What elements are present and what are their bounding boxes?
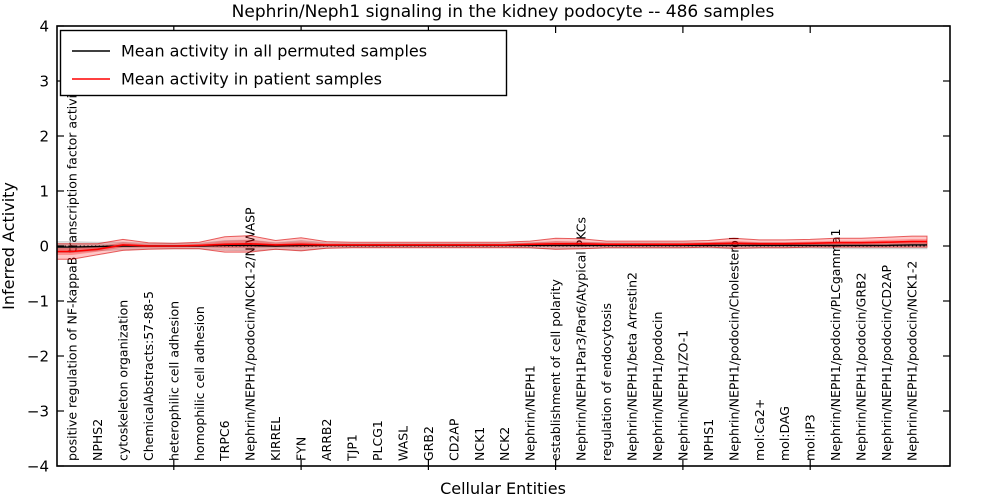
legend-entry-label: Mean activity in all permuted samples	[121, 42, 427, 61]
x-category-label: cytoskeleton organization	[115, 300, 130, 461]
x-category-label: ARRB2	[319, 419, 334, 461]
x-category-label: NCK2	[497, 427, 512, 461]
x-category-label: mol:IP3	[803, 414, 818, 461]
x-category-label: Nephrin/NEPH1/podocin/NCK1-2/N-WASP	[243, 207, 258, 461]
plot-frame	[56, 25, 951, 467]
x-category-label: ChemicalAbstracts:57-88-5	[141, 291, 156, 461]
legend-box	[59, 29, 508, 97]
x-category-label: Nephrin/NEPH1/podocin/GRB2	[854, 272, 869, 461]
y-tick-label: 3	[39, 73, 49, 91]
x-axis-label: Cellular Entities	[440, 479, 566, 498]
y-tick-label: −1	[27, 293, 49, 311]
x-category-label: KIRREL	[268, 417, 283, 461]
mean-lines	[57, 240, 927, 253]
y-tick-label: 2	[39, 128, 49, 146]
chart-title: Nephrin/Neph1 signaling in the kidney po…	[232, 2, 775, 22]
x-category-label: Nephrin/NEPH1Par3/Par6/Atypical PKCs	[574, 217, 589, 461]
y-tick-label: 0	[39, 238, 49, 256]
x-category-label: Nephrin/NEPH1/podocin/NCK1-2	[905, 261, 920, 461]
x-category-label: WASL	[395, 426, 410, 461]
x-category-label: GRB2	[421, 426, 436, 461]
patient-band-outer	[56, 235, 928, 260]
x-category-label: regulation of endocytosis	[599, 303, 614, 461]
x-category-label: NPHS2	[90, 419, 105, 461]
x-category-label: Nephrin/NEPH1/podocin	[650, 312, 665, 461]
x-category-label: mol:DAG	[777, 406, 792, 461]
legend: Mean activity in all permuted samples Mea…	[59, 29, 508, 97]
y-tick-label: −4	[27, 458, 49, 476]
axis-ticks: 4 3 2 1 0 −1 −2 −3 −4	[27, 18, 950, 476]
x-category-label: Nephrin/NEPH1/podocin/PLCgamma1	[828, 229, 843, 461]
x-category-label: Nephrin/NEPH1/ZO-1	[675, 330, 690, 461]
x-category-label: TRPC6	[217, 420, 232, 462]
uncertainty-bands	[56, 235, 928, 260]
x-category-label: FYN	[294, 437, 309, 461]
x-category-label: Nephrin/NEPH1/podocin/Cholesterol	[726, 237, 741, 461]
legend-entry-label: Mean activity in patient samples	[121, 70, 382, 89]
x-category-label: Nephrin/NEPH1/podocin/CD2AP	[879, 265, 894, 461]
x-category-label: mol:Ca2+	[752, 399, 767, 461]
patient-mean-line	[57, 240, 927, 253]
x-category-label: heterophilic cell adhesion	[166, 301, 181, 461]
y-tick-label: −2	[27, 348, 49, 366]
x-category-label: Nephrin/NEPH1	[523, 365, 538, 461]
x-category-label: TJP1	[345, 434, 360, 462]
x-category-label: establishment of cell polarity	[548, 279, 563, 461]
y-tick-label: 4	[39, 18, 49, 36]
x-category-label: positive regulation of NF-kappaB transcr…	[65, 82, 80, 461]
y-tick-label: 1	[39, 183, 49, 201]
y-tick-label: −3	[27, 403, 49, 421]
x-category-label: Nephrin/NEPH1/beta Arrestin2	[625, 272, 640, 461]
x-category-label: PLCG1	[370, 420, 385, 461]
x-category-labels: positive regulation of NF-kappaB transcr…	[65, 82, 920, 462]
y-axis-label: Inferred Activity	[0, 182, 18, 310]
x-category-label: homophilic cell adhesion	[192, 306, 207, 461]
x-category-label: NPHS1	[701, 419, 716, 461]
x-category-label: CD2AP	[446, 418, 461, 461]
x-category-label: NCK1	[472, 427, 487, 461]
